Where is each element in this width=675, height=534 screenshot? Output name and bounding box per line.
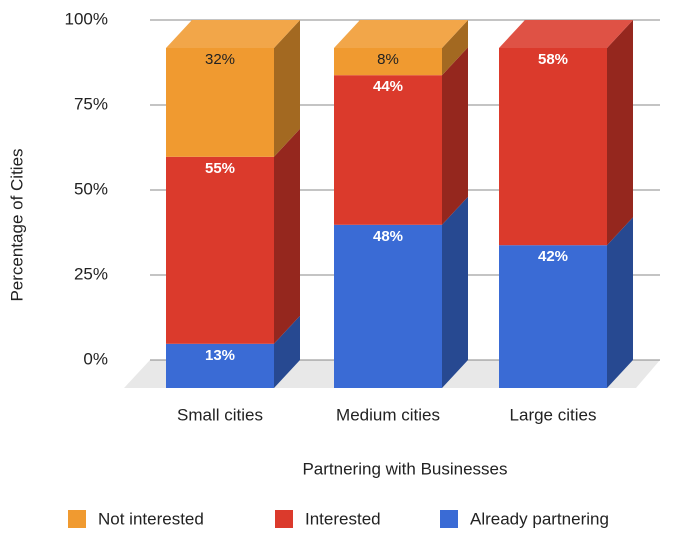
legend-swatch: [275, 510, 293, 528]
data-label: 44%: [373, 78, 403, 95]
bar-top: [334, 20, 468, 48]
bar-segment: [166, 48, 274, 157]
x-axis-title: Partnering with Businesses: [302, 459, 507, 478]
data-label: 8%: [377, 51, 399, 68]
bar-side: [607, 20, 633, 246]
data-label: 32%: [205, 51, 235, 68]
legend-label: Not interested: [98, 509, 204, 528]
legend-swatch: [68, 510, 86, 528]
bar-segment: [334, 224, 442, 388]
bar-segment: [334, 48, 442, 76]
x-tick-label: Large cities: [510, 405, 597, 424]
y-tick-label: 25%: [74, 264, 108, 283]
y-axis-title: Percentage of Cities: [7, 148, 26, 301]
bar-segment: [166, 343, 274, 388]
bar-side: [442, 196, 468, 388]
y-tick-label: 0%: [83, 349, 108, 368]
y-tick-label: 100%: [65, 9, 108, 28]
bar-side: [274, 20, 300, 157]
bar-segment: [499, 245, 607, 388]
legend-swatch: [440, 510, 458, 528]
y-tick-label: 50%: [74, 179, 108, 198]
bar-segment: [499, 48, 607, 246]
bar-side: [607, 217, 633, 388]
legend-label: Already partnering: [470, 509, 609, 528]
data-label: 13%: [205, 347, 235, 364]
data-label: 55%: [205, 160, 235, 177]
bar-top: [499, 20, 633, 48]
data-label: 58%: [538, 51, 568, 68]
legend-label: Interested: [305, 509, 381, 528]
x-tick-label: Small cities: [177, 405, 263, 424]
y-tick-label: 75%: [74, 94, 108, 113]
bar-side: [442, 20, 468, 76]
bar-segment: [166, 156, 274, 344]
bar-side: [442, 47, 468, 225]
data-label: 48%: [373, 228, 403, 245]
bar-top: [166, 20, 300, 48]
bar-segment: [334, 75, 442, 225]
bar-side: [274, 315, 300, 388]
bar-side: [274, 128, 300, 344]
x-tick-label: Medium cities: [336, 405, 440, 424]
data-label: 42%: [538, 248, 568, 265]
